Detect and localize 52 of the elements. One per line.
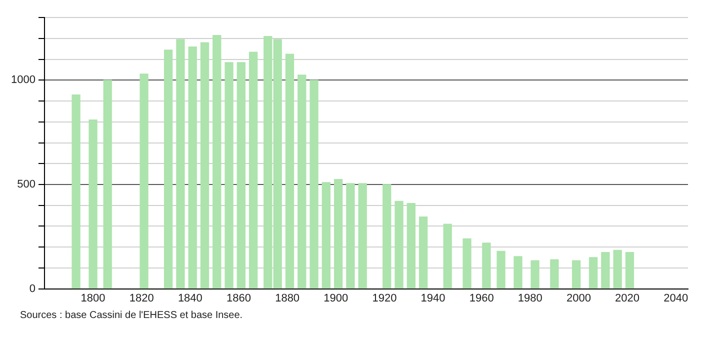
x-tick-label: 1820 — [129, 292, 154, 304]
bar — [358, 183, 367, 289]
bar — [346, 183, 355, 289]
bar — [176, 39, 185, 289]
bar — [164, 50, 173, 289]
y-tick-label: 0 — [29, 282, 36, 295]
bar — [394, 200, 404, 289]
bar — [200, 42, 210, 289]
source-note: Sources : base Cassini de l'EHESS et base Insee. — [20, 310, 244, 321]
y-tick-label: 1000 — [10, 74, 36, 86]
x-tick-label: 1980 — [518, 292, 542, 304]
bar — [140, 74, 148, 289]
bar — [298, 74, 306, 289]
x-tick-label: 1840 — [178, 292, 202, 304]
bar — [588, 257, 598, 289]
x-tick-label: 2040 — [664, 292, 688, 304]
bar — [613, 250, 622, 289]
bar — [625, 252, 634, 289]
bar — [496, 250, 506, 289]
bar — [188, 46, 197, 289]
bar — [236, 62, 246, 289]
x-tick-label: 1900 — [324, 292, 348, 304]
bar — [482, 242, 491, 289]
bar — [322, 182, 330, 289]
bar — [530, 260, 540, 289]
bar — [285, 54, 294, 289]
bar — [462, 238, 472, 289]
x-tick-label: 1940 — [420, 292, 446, 304]
bar — [550, 259, 559, 289]
x-tick-label: 1800 — [80, 292, 106, 304]
bar — [382, 184, 392, 289]
bar — [310, 80, 318, 289]
bar — [224, 62, 234, 289]
bar — [572, 260, 581, 289]
bar — [406, 202, 416, 289]
x-tick-label: 1920 — [372, 292, 397, 304]
bar — [514, 256, 522, 289]
x-tick-label: 1960 — [469, 292, 494, 304]
bar — [88, 119, 98, 289]
x-tick-label: 2020 — [615, 292, 640, 304]
bar — [601, 252, 610, 289]
x-tick-label: 1880 — [275, 292, 300, 304]
x-tick-label: 1860 — [226, 292, 251, 304]
bar — [443, 224, 452, 289]
bar — [72, 94, 80, 289]
y-tick-label: 500 — [17, 178, 36, 191]
bar — [103, 80, 112, 289]
bar — [248, 52, 258, 289]
bar — [418, 216, 428, 289]
bar — [334, 178, 343, 289]
bar — [212, 35, 222, 289]
x-tick-label: 2000 — [566, 292, 591, 304]
